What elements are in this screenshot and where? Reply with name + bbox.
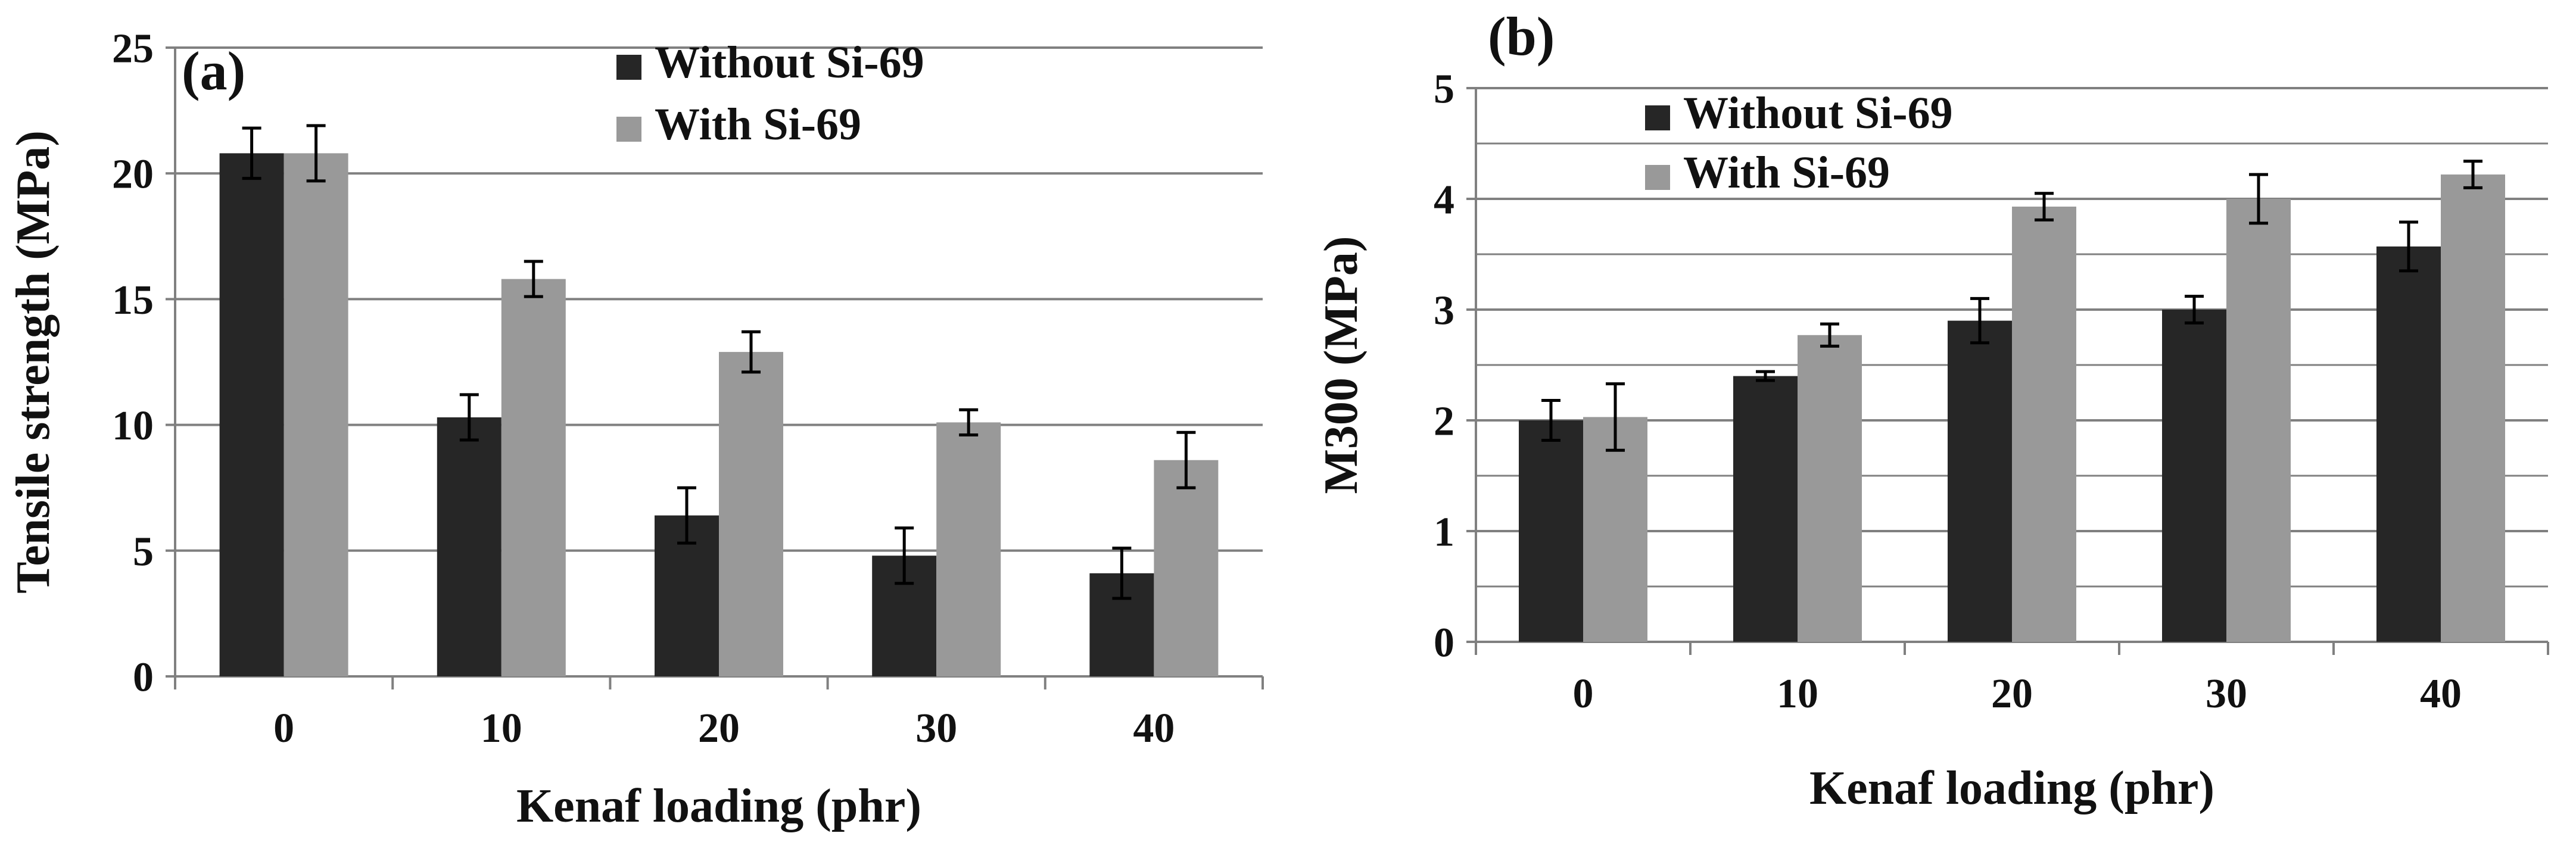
y-tick-label: 3 xyxy=(1434,288,1454,334)
legend-swatch xyxy=(616,117,641,142)
x-tick-label: 10 xyxy=(1777,671,1818,717)
bar-with-si69-0 xyxy=(1583,417,1647,642)
chart-panel-a: 0 5 10 15 20 25 0 10 20 30 40 Without Si-69 With Si-… xyxy=(7,26,1264,832)
bar-with-si69-30 xyxy=(2226,199,2291,642)
panel-label: (a) xyxy=(182,40,245,101)
y-tick-label: 1 xyxy=(1434,510,1454,556)
x-tick-label: 20 xyxy=(698,706,740,751)
x-tick-label: 0 xyxy=(273,706,294,751)
chart-panel-b: 0 1 2 3 4 5 0 10 20 30 40 Without Si-69 With Si-69 (b… xyxy=(1315,6,2549,815)
bar-with-si69-40 xyxy=(2441,174,2505,642)
y-axis-label: M300 (MPa) xyxy=(1315,236,1368,494)
y-tick-label: 25 xyxy=(112,26,154,72)
bar-with-si69-20 xyxy=(719,352,783,676)
x-tick-label: 40 xyxy=(2420,671,2462,717)
y-tick-label: 4 xyxy=(1434,177,1454,223)
y-tick-label: 0 xyxy=(1434,620,1454,666)
legend-label: Without Si-69 xyxy=(655,38,924,88)
legend-label: With Si-69 xyxy=(1683,148,1890,198)
legend-swatch xyxy=(1645,105,1670,130)
legend-label: With Si-69 xyxy=(655,99,861,149)
bar-without-si69-20 xyxy=(1948,320,2012,642)
x-axis-label: Kenaf loading (phr) xyxy=(516,780,921,832)
y-tick-label: 15 xyxy=(112,277,154,323)
bar-without-si69-10 xyxy=(1733,376,1798,642)
bar-with-si69-30 xyxy=(936,422,1001,676)
legend-swatch xyxy=(1645,165,1670,190)
x-tick-label: 20 xyxy=(1991,671,2033,717)
bar-with-si69-0 xyxy=(284,153,348,677)
x-tick-label: 30 xyxy=(2206,671,2247,717)
y-tick-label: 10 xyxy=(112,403,154,449)
bar-with-si69-20 xyxy=(2012,207,2076,642)
bar-without-si69-0 xyxy=(1519,420,1583,642)
legend-label: Without Si-69 xyxy=(1683,88,1953,138)
y-axis-label: Tensile strength (MPa) xyxy=(7,130,60,594)
bar-with-si69-10 xyxy=(1798,335,1862,642)
y-tick-label: 2 xyxy=(1434,399,1454,445)
bar-without-si69-10 xyxy=(437,417,502,676)
x-tick-label: 10 xyxy=(481,706,522,751)
x-tick-label: 40 xyxy=(1133,706,1175,751)
y-tick-label: 5 xyxy=(133,529,154,575)
panel-label: (b) xyxy=(1488,6,1555,67)
bar-without-si69-40 xyxy=(2376,246,2441,642)
x-tick-label: 0 xyxy=(1573,671,1594,717)
y-tick-label: 20 xyxy=(112,152,154,198)
bar-with-si69-40 xyxy=(1154,460,1219,676)
y-tick-label: 0 xyxy=(133,655,154,701)
bar-without-si69-30 xyxy=(2162,310,2226,642)
bar-with-si69-10 xyxy=(501,279,566,676)
x-tick-label: 30 xyxy=(915,706,957,751)
x-axis-label: Kenaf loading (phr) xyxy=(1809,762,2214,815)
bar-without-si69-0 xyxy=(219,153,284,677)
y-tick-label: 5 xyxy=(1434,67,1454,113)
legend-swatch xyxy=(616,55,641,80)
